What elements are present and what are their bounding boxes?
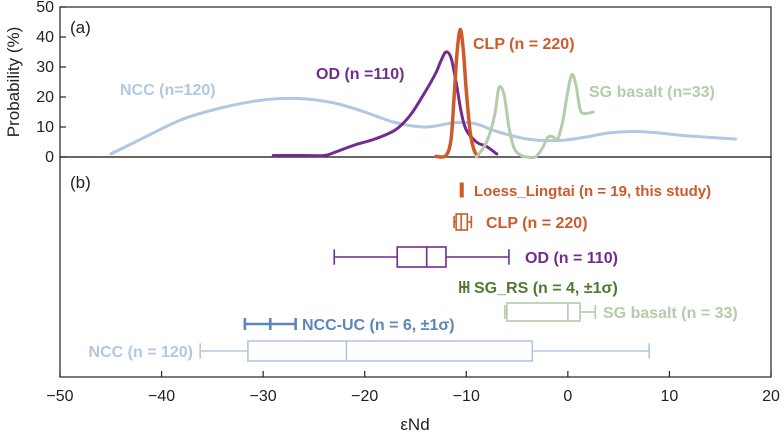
sg-basalt-density-curve — [474, 72, 595, 160]
box-plots — [199, 182, 650, 362]
od-boxplot — [333, 246, 510, 268]
y-axis-title: Probability (%) — [4, 27, 23, 138]
x-tick-label: 10 — [661, 388, 679, 405]
od-density-label: OD (n =110) — [316, 66, 404, 83]
sg-basalt-boxplot — [504, 302, 597, 322]
sg-rs-boxplot — [459, 281, 470, 293]
ncc-label: NCC (n = 120) — [89, 344, 193, 361]
od-density-curve — [271, 50, 499, 158]
x-tick-label: −40 — [148, 388, 175, 405]
sg-basalt-density-label: SG basalt (n=33) — [589, 84, 715, 101]
y-tick-label: 0 — [45, 149, 54, 166]
clp-label: CLP (n = 220) — [486, 215, 588, 232]
x-tick-label: 20 — [762, 388, 780, 405]
panel-b-frame — [59, 156, 772, 378]
box-plot-labels: Loess_Lingtai (n = 19, this study) CLP (n… — [89, 183, 738, 361]
ncc-uc-boxplot — [243, 318, 297, 330]
density-curve-labels: NCC (n=120) OD (n =110) CLP (n = 220) SG ba… — [120, 36, 715, 101]
sg-basalt-box — [506, 302, 581, 322]
ncc-density-curve — [109, 96, 737, 156]
sg-basalt-label: SG basalt (n = 33) — [603, 305, 738, 322]
x-axis-ticks: −50 −40 −30 −20 −10 0 10 20 — [46, 371, 780, 405]
x-tick-label: −30 — [250, 388, 277, 405]
clp-density-curve — [434, 27, 481, 159]
sg-rs-label: SG_RS (n = 4, ±1σ) — [474, 280, 618, 297]
x-tick-label: −50 — [46, 388, 73, 405]
x-axis-title: εNd — [400, 415, 429, 434]
panel-b-label: (b) — [70, 173, 91, 192]
loess-lingtai-boxplot — [459, 182, 464, 198]
clp-density-label: CLP (n = 220) — [473, 36, 575, 53]
x-tick-label: 0 — [563, 388, 572, 405]
y-tick-label: 40 — [36, 29, 54, 46]
y-tick-label: 30 — [36, 59, 54, 76]
y-tick-label: 10 — [36, 119, 54, 136]
y-tick-label: 50 — [36, 0, 54, 16]
od-label: OD (n = 110) — [525, 250, 618, 267]
ncc-box — [247, 340, 534, 362]
y-tick-label: 20 — [36, 89, 54, 106]
ncc-uc-label: NCC-UC (n = 6, ±1σ) — [302, 317, 455, 334]
density-curves — [109, 27, 737, 160]
y-axis-ticks: 0 10 20 30 40 50 — [36, 0, 66, 166]
x-tick-label: −20 — [351, 388, 378, 405]
od-box — [396, 246, 447, 268]
ncc-boxplot — [199, 340, 650, 362]
loess-lingtai-label: Loess_Lingtai (n = 19, this study) — [474, 183, 711, 200]
clp-boxplot — [453, 213, 473, 231]
ncc-density-label: NCC (n=120) — [120, 82, 216, 99]
x-tick-label: −10 — [453, 388, 480, 405]
panel-a-label: (a) — [70, 18, 91, 37]
